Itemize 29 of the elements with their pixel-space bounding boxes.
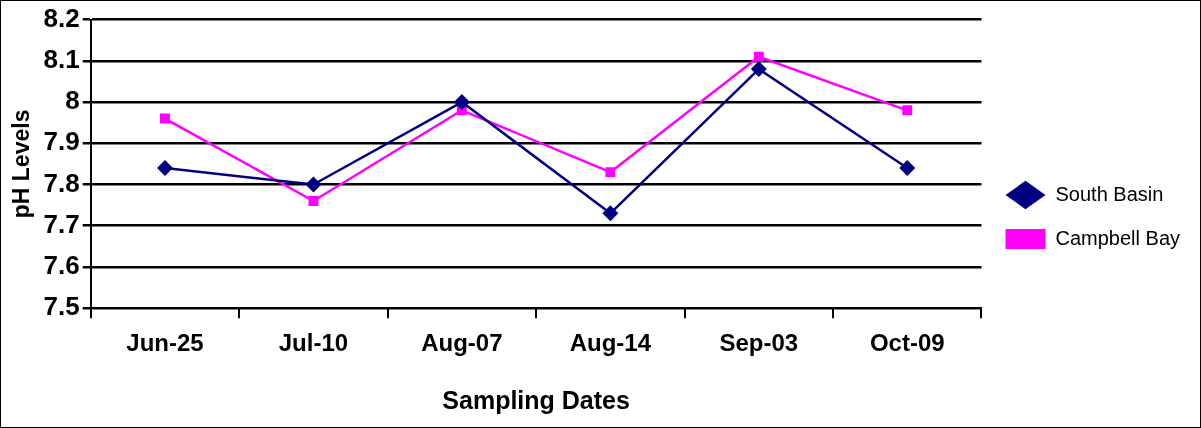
- point: [160, 113, 170, 124]
- point: [750, 61, 767, 78]
- x-tick-label: Aug-07: [421, 329, 503, 357]
- point: [453, 94, 470, 111]
- y-tick-label: 7.9: [43, 126, 80, 157]
- x-tick-label: Sep-03: [719, 329, 799, 357]
- x-axis-title: Sampling Dates: [442, 385, 630, 414]
- y-axis-title: pH Levels: [8, 109, 35, 219]
- point: [602, 205, 619, 222]
- y-tick-label: 7.5: [43, 291, 80, 322]
- point: [605, 167, 616, 178]
- y-tick-label: 8: [65, 85, 80, 116]
- x-tick-label: Jun-25: [126, 329, 204, 357]
- y-tick-label: 7.7: [43, 208, 80, 239]
- point: [899, 160, 916, 177]
- y-tick-label: 7.6: [43, 250, 80, 281]
- point: [305, 176, 322, 193]
- point: [902, 105, 913, 116]
- x-tick-label: Aug-14: [569, 329, 652, 357]
- y-tick-label: 8.2: [43, 2, 80, 33]
- y-tick-label: 8.1: [43, 44, 80, 74]
- point: [156, 160, 173, 177]
- y-tick-label: 7.8: [43, 167, 80, 198]
- point: [308, 196, 319, 206]
- legend-label: Campbell Bay: [1055, 226, 1181, 249]
- point: [753, 51, 764, 62]
- legend-label: South Basin: [1055, 182, 1164, 205]
- x-tick-label: Oct-09: [869, 329, 945, 357]
- x-tick-label: Jul-10: [278, 329, 349, 357]
